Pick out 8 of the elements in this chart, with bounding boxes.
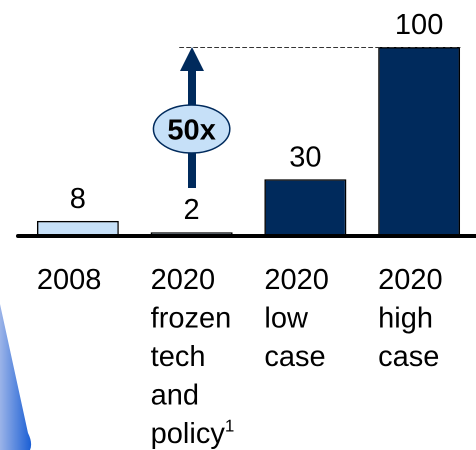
x-tick-label: 2020 low case: [264, 264, 329, 373]
annotation: 50x: [167, 114, 216, 146]
data-label: 8: [70, 182, 86, 215]
data-label: 2: [184, 194, 200, 226]
x-tick-label: 2008: [36, 264, 102, 296]
x-tick-label: 2020 high case: [378, 264, 443, 373]
data-label: 30: [289, 141, 322, 174]
data-label: 100: [394, 9, 444, 41]
